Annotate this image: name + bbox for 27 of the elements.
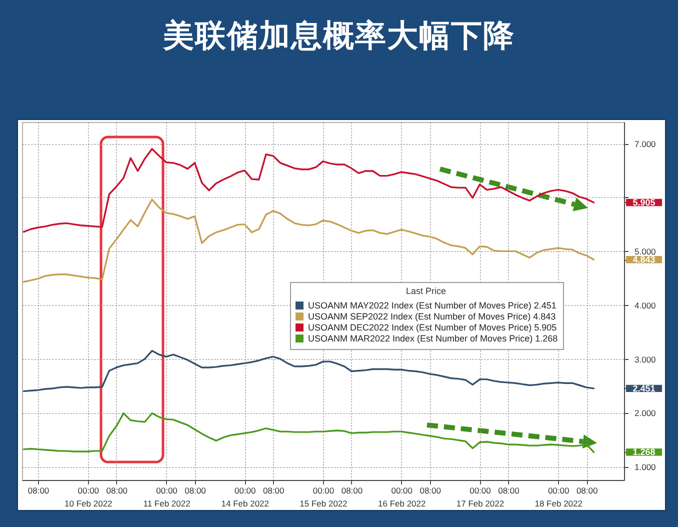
- y-tick-label: 5.000: [634, 246, 656, 257]
- x-tick-label: 08:00: [262, 486, 285, 496]
- line-series: [22, 148, 595, 233]
- y-tick-label: 5.905: [632, 197, 656, 208]
- x-tick-label: 08:00: [420, 486, 442, 496]
- x-tick-label: 08:00: [106, 486, 128, 496]
- y-tick-label: 7.000: [634, 139, 656, 150]
- y-tick-label: 4.843: [632, 254, 656, 265]
- x-tick-label: 08:00: [341, 486, 363, 496]
- y-tick-label: 1.268: [632, 447, 656, 458]
- x-tick-label: 08:00: [184, 486, 206, 496]
- y-tick-label: 1.000: [634, 462, 656, 472]
- x-tick-label: 08:00: [576, 486, 598, 496]
- y-tick-label: 2.451: [632, 383, 656, 394]
- y-tick-label: 2.000: [634, 408, 656, 418]
- chart-title: 美联储加息概率大幅下降: [162, 17, 516, 56]
- legend-title: Last Price: [406, 286, 446, 296]
- y-tick-label: 3.000: [634, 354, 656, 364]
- legend-label: USOANM MAR2022 Index (Est Number of Moves Price) 1.268: [308, 334, 558, 344]
- legend-label: USOANM SEP2022 Index (Est Number of Moves Price) 4.843: [308, 312, 556, 322]
- x-tick-label: 08:00: [28, 486, 50, 496]
- legend-label: USOANM DEC2022 Index (Est Number of Moves Price) 5.905: [308, 322, 557, 332]
- y-tick-label: 4.000: [634, 300, 656, 311]
- legend-label: USOANM MAY2022 Index (Est Number of Moves Price) 2.451: [308, 300, 556, 310]
- x-tick-label: 08:00: [498, 486, 520, 496]
- line-series: [22, 350, 595, 392]
- line-series: [22, 198, 595, 283]
